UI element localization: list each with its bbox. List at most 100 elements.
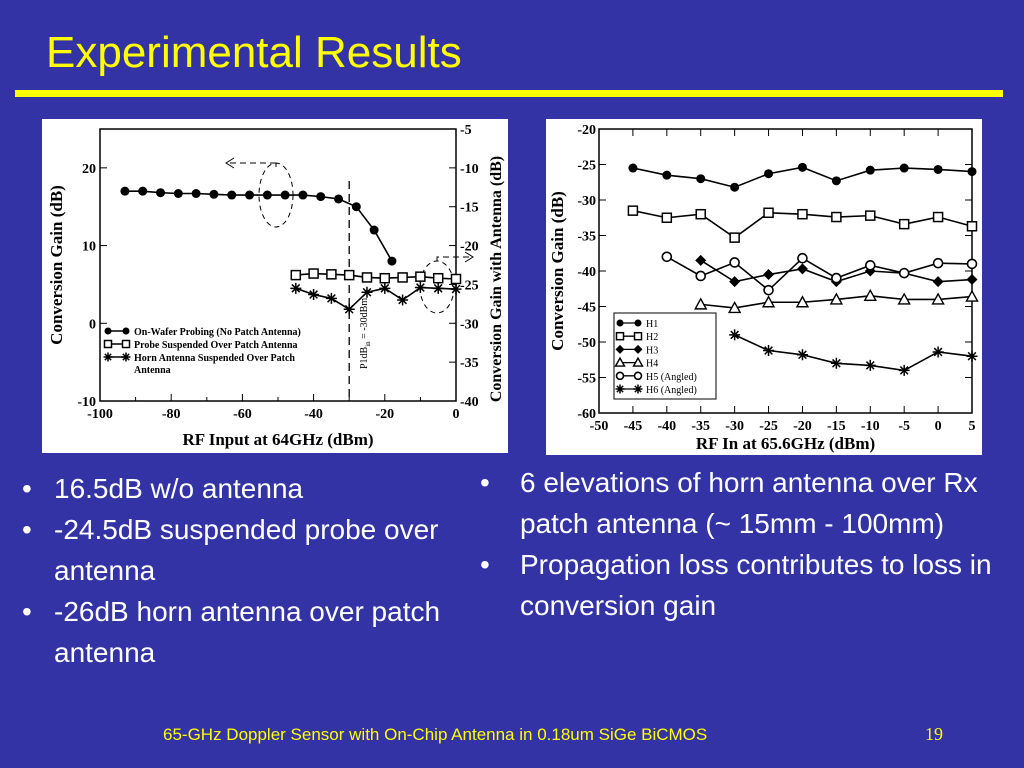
y2-tick-label: -35 (460, 356, 479, 371)
data-point (966, 258, 978, 270)
data-point (966, 221, 978, 232)
bullet-text: Propagation loss contributes to loss in … (520, 549, 992, 621)
data-point (729, 329, 741, 341)
legend-marker (632, 356, 644, 367)
data-point (932, 211, 944, 223)
data-point (933, 164, 943, 174)
data-point (831, 176, 841, 186)
series-2 (290, 268, 462, 285)
y-tick-label: -45 (577, 301, 596, 316)
y-tick-label: -30 (577, 194, 596, 209)
data-point (764, 169, 774, 179)
series-line (124, 190, 393, 262)
data-point (729, 232, 740, 243)
bullet-marker: • (22, 514, 32, 545)
arrow-head (225, 157, 235, 169)
data-point (695, 208, 706, 220)
x-tick-label: -25 (759, 419, 778, 434)
y2-tick-label: -15 (460, 201, 479, 216)
legend-marker (121, 352, 131, 362)
bullet-marker: • (480, 549, 490, 580)
y-axis-label: Conversion Gain (dB) (548, 191, 567, 351)
data-point (932, 257, 944, 269)
data-point (397, 294, 409, 306)
legend-marker (634, 319, 642, 327)
data-point (308, 268, 319, 279)
y-tick-label: 10 (82, 240, 96, 255)
data-point (343, 303, 355, 315)
y2-tick-label: -5 (460, 123, 472, 138)
data-point (730, 182, 740, 192)
data-point (334, 194, 344, 204)
y-tick-label: -10 (77, 395, 96, 410)
bullet-marker: • (22, 596, 32, 627)
y-tick-label: -50 (577, 336, 596, 351)
bullet-item: • 16.5dB w/o antenna (22, 468, 502, 509)
data-point (326, 269, 337, 280)
data-point (120, 186, 130, 196)
data-point (695, 254, 707, 266)
p1db-annotation: P1dBin = -30dBm (359, 298, 372, 369)
y2-tick-label: -20 (460, 240, 479, 255)
bullet-item: • -26dB horn antenna over patch antenna (22, 591, 502, 673)
data-point (864, 260, 876, 271)
data-point (729, 257, 740, 268)
bullet-item: • Propagation loss contributes to loss in… (480, 544, 1020, 626)
y-tick-label: -40 (577, 265, 596, 280)
data-point (343, 269, 355, 281)
data-point (369, 225, 379, 235)
arrow-line (436, 256, 472, 261)
legend-label: H3 (646, 345, 658, 356)
chart-1-svg: -100 -80 -60 -40 -20 0-1001020-5-10-15-20-25-… (47, 123, 505, 449)
legend-marker (633, 371, 643, 381)
data-point (966, 274, 978, 286)
data-point (795, 295, 810, 308)
data-point (797, 162, 807, 172)
y2-tick-label: -30 (460, 317, 479, 332)
data-point (227, 190, 237, 200)
y-tick-label: -55 (577, 372, 596, 387)
x-tick-label: -50 (590, 419, 609, 434)
series-line (666, 256, 973, 292)
data-point (865, 210, 876, 221)
data-point (414, 282, 426, 294)
data-point (898, 218, 910, 230)
data-point (897, 292, 911, 305)
data-point (379, 272, 391, 284)
x-tick-label: -20 (793, 419, 812, 434)
y2-tick-label: -25 (460, 278, 479, 293)
data-point (830, 357, 842, 369)
slide-title: Experimental Results (46, 28, 462, 77)
legend-marker (615, 331, 625, 341)
y-tick-label: 20 (82, 162, 96, 177)
data-point (863, 288, 877, 302)
data-point (695, 270, 707, 282)
data-point (796, 349, 808, 361)
data-point (191, 189, 201, 199)
data-point (763, 284, 774, 296)
data-point (829, 292, 844, 305)
bullet-text: -24.5dB suspended probe over antenna (54, 514, 439, 586)
x-axis-label: RF In at 65.6GHz (dBm) (696, 434, 875, 453)
legend-marker (103, 352, 113, 362)
data-point (797, 252, 808, 264)
data-point (761, 295, 776, 308)
data-point (696, 174, 706, 184)
data-point (965, 289, 979, 302)
data-point (415, 271, 426, 282)
data-point (387, 256, 397, 266)
data-point (763, 207, 774, 219)
data-point (316, 192, 326, 202)
x-tick-label: 0 (453, 407, 460, 422)
legend-marker (104, 327, 112, 335)
bullet-text: 16.5dB w/o antenna (54, 473, 304, 504)
series-5 (661, 251, 978, 296)
y-tick-label: 0 (89, 317, 96, 332)
y2-tick-label: -40 (460, 395, 479, 410)
data-point (865, 165, 875, 175)
x-tick-label: -100 (87, 407, 113, 422)
legend-label: H5 (Angled) (646, 372, 697, 383)
data-point (450, 283, 462, 295)
legend-marker (633, 344, 643, 354)
data-point (361, 286, 373, 298)
